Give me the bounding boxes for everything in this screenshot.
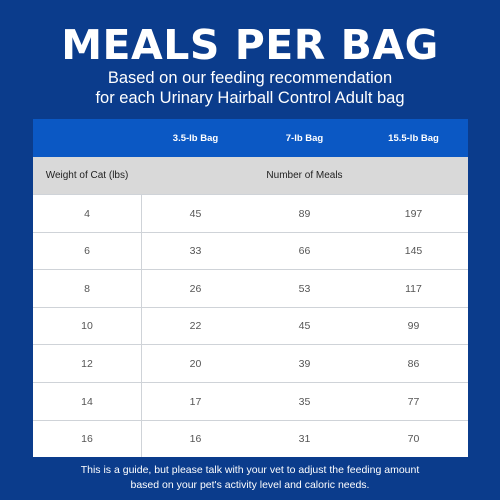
meals-cell-7-lb: 66 bbox=[298, 245, 311, 258]
meals-cell-3-5-lb: 33 bbox=[189, 245, 202, 258]
meals-cell-3-5-lb: 17 bbox=[189, 395, 202, 408]
weight-cell: 12 bbox=[81, 357, 93, 370]
meals-cell-7-lb: 31 bbox=[298, 433, 311, 446]
table-row: 10 22 45 99 bbox=[33, 306, 468, 345]
meals-cell-3-5-lb: 22 bbox=[189, 320, 202, 333]
footer-note-line-1: This is a guide, but please talk with yo… bbox=[80, 464, 420, 476]
meals-cell-3-5-lb: 26 bbox=[189, 282, 202, 295]
footer-note-line-2: based on your pet's activity level and c… bbox=[130, 479, 370, 491]
meals-cell-15-5-lb: 86 bbox=[407, 357, 420, 370]
weight-cell: 14 bbox=[81, 395, 93, 408]
meals-table: 3.5-lb Bag 7-lb Bag 15.5-lb Bag Weight o… bbox=[33, 119, 468, 457]
meals-cell-7-lb: 45 bbox=[298, 320, 311, 333]
weight-cell: 10 bbox=[81, 320, 93, 333]
meals-cell-15-5-lb: 145 bbox=[404, 245, 423, 258]
meals-cell-3-5-lb: 20 bbox=[189, 357, 202, 370]
meals-cell-7-lb: 89 bbox=[298, 207, 311, 220]
meals-cell-15-5-lb: 99 bbox=[407, 320, 420, 333]
table-row: 16 16 31 70 bbox=[33, 419, 468, 457]
meals-cell-7-lb: 53 bbox=[298, 282, 311, 295]
header-cell-empty bbox=[33, 119, 141, 157]
table-subheader-row: Weight of Cat (lbs) Number of Meals bbox=[33, 157, 468, 194]
table-header-row: 3.5-lb Bag 7-lb Bag 15.5-lb Bag bbox=[33, 119, 468, 157]
subtitle-line-1: Based on our feeding recommendation bbox=[107, 69, 393, 87]
header-cell-15-5-lb-bag: 15.5-lb Bag bbox=[388, 132, 439, 144]
meals-cell-7-lb: 39 bbox=[298, 357, 311, 370]
column-divider bbox=[141, 194, 142, 457]
header-cell-7-lb-bag: 7-lb Bag bbox=[285, 132, 324, 144]
weight-cell: 16 bbox=[81, 433, 93, 446]
meals-cell-3-5-lb: 45 bbox=[189, 207, 202, 220]
meals-cell-15-5-lb: 197 bbox=[404, 207, 423, 220]
weight-cell: 8 bbox=[84, 282, 90, 295]
weight-of-cat-label: Weight of Cat (lbs) bbox=[45, 170, 129, 181]
header-cell-3-5-lb-bag: 3.5-lb Bag bbox=[172, 132, 219, 144]
page-title: MEALS PER BAG bbox=[61, 21, 439, 69]
meals-cell-15-5-lb: 117 bbox=[405, 282, 422, 295]
table-row: 4 45 89 197 bbox=[33, 194, 468, 232]
meals-cell-3-5-lb: 16 bbox=[189, 433, 202, 446]
weight-cell: 4 bbox=[84, 207, 90, 220]
table-row: 6 33 66 145 bbox=[33, 231, 468, 270]
subtitle-line-2: for each Urinary Hairball Control Adult … bbox=[95, 89, 405, 107]
meals-cell-7-lb: 35 bbox=[298, 395, 311, 408]
meals-cell-15-5-lb: 70 bbox=[407, 433, 420, 446]
number-of-meals-label: Number of Meals bbox=[266, 170, 343, 181]
table-row: 12 20 39 86 bbox=[33, 344, 468, 382]
table-row: 14 17 35 77 bbox=[33, 382, 468, 420]
meals-cell-15-5-lb: 77 bbox=[407, 395, 420, 408]
weight-cell: 6 bbox=[84, 245, 90, 258]
table-row: 8 26 53 117 bbox=[33, 269, 468, 307]
